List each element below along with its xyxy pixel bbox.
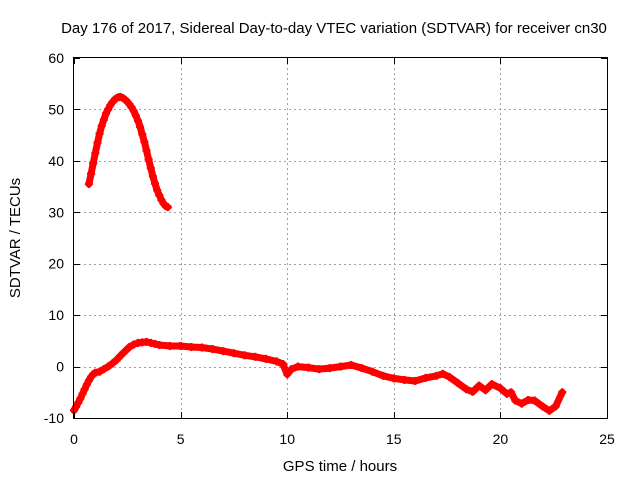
plot-frame — [73, 57, 608, 419]
series-line — [70, 338, 566, 415]
chart-title: Day 176 of 2017, Sidereal Day-to-day VTE… — [61, 20, 607, 37]
data-series — [70, 93, 567, 415]
y-tick-label: 10 — [48, 307, 64, 323]
x-axis-title: GPS time / hours — [283, 458, 397, 475]
x-tick-label: 15 — [386, 431, 402, 447]
x-tick-label: 20 — [493, 431, 509, 447]
y-tick-label: 30 — [48, 204, 64, 220]
axis-ticks — [74, 58, 608, 419]
x-tick-label: 5 — [177, 431, 185, 447]
y-tick-label: 60 — [48, 50, 64, 66]
series-arc-1 — [84, 93, 172, 212]
y-tick-label: 50 — [48, 101, 64, 117]
y-tick-label: -10 — [44, 410, 64, 426]
x-tick-label: 25 — [599, 431, 615, 447]
axis-tick-labels: 0 5 10 15 20 25 -10 0 10 20 30 40 50 60 — [44, 50, 615, 447]
x-tick-label: 10 — [279, 431, 295, 447]
x-tick-label: 0 — [70, 431, 78, 447]
y-tick-label: 0 — [56, 359, 64, 375]
y-tick-label: 40 — [48, 153, 64, 169]
y-axis-title: SDTVAR / TECUs — [7, 178, 24, 298]
series-arc-2 — [70, 337, 567, 415]
y-tick-label: 20 — [48, 256, 64, 272]
